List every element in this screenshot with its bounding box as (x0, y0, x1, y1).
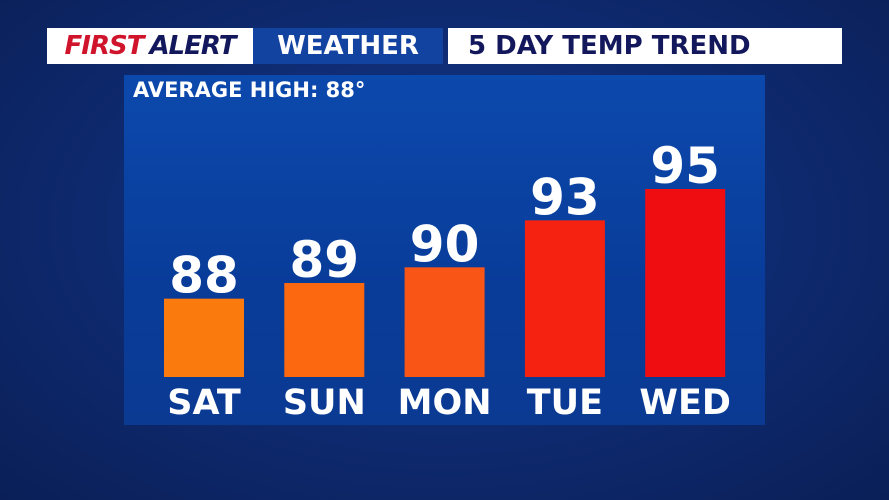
first-alert-logo: FIRST ALERT (47, 28, 253, 64)
average-high-label: AVERAGE HIGH: 88° (133, 78, 366, 102)
bar-sun (284, 283, 365, 377)
brand-alert: ALERT (149, 31, 236, 61)
category-label-tue: TUE (527, 383, 603, 423)
category-label-sat: SAT (167, 383, 241, 423)
data-label-wed: 95 (650, 137, 720, 195)
page-title: 5 DAY TEMP TREND (448, 28, 842, 64)
data-label-sun: 89 (290, 231, 360, 289)
data-label-tue: 93 (530, 168, 600, 226)
bar-wed (645, 189, 726, 377)
bar-tue (524, 220, 605, 377)
data-label-mon: 90 (410, 215, 480, 273)
brand-weather: WEATHER (253, 28, 443, 64)
category-label-wed: WED (639, 383, 731, 423)
bar-mon (404, 267, 485, 377)
category-label-sun: SUN (283, 383, 366, 423)
data-label-sat: 88 (169, 247, 239, 305)
category-label-mon: MON (398, 383, 492, 423)
brand-first: FIRST (64, 31, 145, 61)
bar-sat (164, 298, 244, 377)
